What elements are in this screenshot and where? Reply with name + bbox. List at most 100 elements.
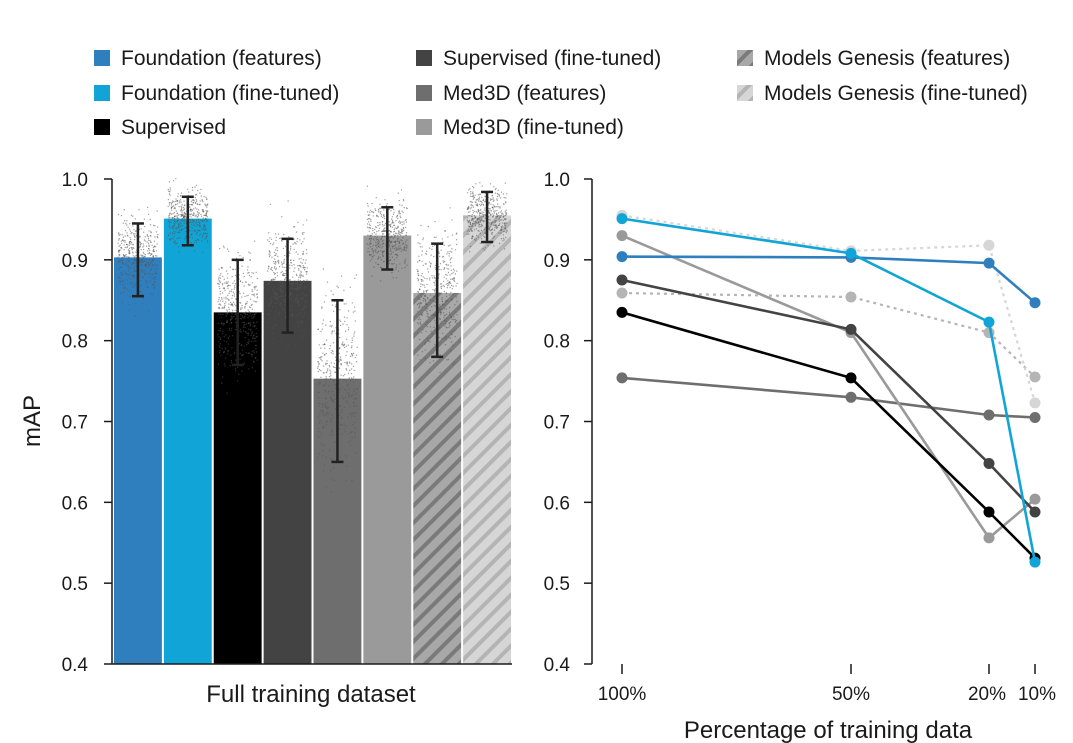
point-med3d-features xyxy=(616,372,628,384)
point-models-genesis-fine-tuned xyxy=(983,239,995,251)
error-bar-supervised xyxy=(231,258,244,367)
scatter-foundation-fine-tuned xyxy=(167,178,209,254)
point-supervised xyxy=(845,372,857,384)
line-x-axis-title: Percentage of training data xyxy=(684,717,973,743)
scatter-models-genesis-features xyxy=(416,207,458,374)
line-y-tick-label: 0.9 xyxy=(544,251,570,272)
legend-label-med3d-features: Med3D (features) xyxy=(443,82,606,105)
error-bar-models-genesis-features xyxy=(431,242,444,359)
line-y-tick-label: 0.4 xyxy=(544,655,571,676)
error-bar-med3d-features xyxy=(331,299,344,464)
series-models-genesis-fine-tuned xyxy=(616,209,1041,409)
series-med3d-features xyxy=(616,372,1041,423)
legend-label-foundation-fine-tuned: Foundation (fine-tuned) xyxy=(121,82,339,105)
legend-label-supervised: Supervised xyxy=(121,116,226,139)
point-foundation-features xyxy=(1029,297,1041,309)
error-bar-foundation-fine-tuned xyxy=(181,195,194,247)
bar-supervised xyxy=(213,312,262,664)
bar-y-tick-label: 0.7 xyxy=(62,413,88,434)
legend-swatch-med3d-features xyxy=(416,85,432,101)
point-med3d-fine-tuned xyxy=(616,230,628,242)
error-bar-med3d-fine-tuned xyxy=(381,206,394,271)
point-supervised xyxy=(983,506,995,518)
line-y-tick-label: 0.6 xyxy=(544,493,570,514)
bar-y-tick-label: 0.6 xyxy=(62,493,88,514)
line-med3d-fine-tuned xyxy=(621,234,1036,540)
point-supervised xyxy=(616,306,628,318)
bar-y-tick-label: 0.9 xyxy=(62,251,88,272)
line-y-tick-label: 0.5 xyxy=(544,574,570,595)
line-models-genesis-features xyxy=(621,291,1036,378)
bar-models-genesis-fine-tuned xyxy=(463,215,511,664)
legend-swatch-models-genesis-fine-tuned xyxy=(737,85,753,101)
legend-swatch-med3d-fine-tuned xyxy=(416,119,432,135)
point-models-genesis-fine-tuned xyxy=(1029,397,1041,409)
point-models-genesis-features xyxy=(1029,371,1041,383)
point-foundation-fine-tuned xyxy=(983,316,995,328)
line-x-tick-label: 50% xyxy=(832,684,870,705)
series-models-genesis-features xyxy=(616,287,1041,383)
legend-label-supervised-fine-tuned: Supervised (fine-tuned) xyxy=(443,47,661,70)
legend-swatch-foundation-features xyxy=(94,50,110,66)
legend-label-foundation-features: Foundation (features) xyxy=(121,47,322,70)
line-x-tick-label: 10% xyxy=(1018,684,1056,705)
bar-y-tick-label: 0.5 xyxy=(62,574,88,595)
line-y-tick-label: 0.7 xyxy=(544,413,570,434)
series-med3d-fine-tuned xyxy=(616,230,1041,544)
point-med3d-features xyxy=(1029,412,1041,423)
series-foundation-fine-tuned xyxy=(616,213,1041,568)
line-med3d-features xyxy=(621,376,1036,419)
series-supervised-fine-tuned xyxy=(616,274,1041,518)
scatter-med3d-features xyxy=(316,268,358,493)
line-supervised-fine-tuned xyxy=(621,278,1036,513)
error-bar-models-genesis-fine-tuned xyxy=(481,190,494,244)
bar-y-tick-label: 0.8 xyxy=(62,332,88,353)
bar-y-axis-title: mAP xyxy=(19,395,46,447)
bar-y-tick-label: 0.4 xyxy=(62,655,89,676)
bar-x-axis-title: Full training dataset xyxy=(206,681,416,708)
point-models-genesis-features xyxy=(845,291,857,303)
point-foundation-features xyxy=(616,251,628,263)
point-med3d-features xyxy=(983,409,995,421)
line-y-tick-label: 1.0 xyxy=(544,170,570,191)
point-supervised-fine-tuned xyxy=(983,458,995,469)
point-supervised-fine-tuned xyxy=(1029,506,1041,518)
point-foundation-fine-tuned xyxy=(616,213,628,225)
legend: Foundation (features) Foundation (fine-t… xyxy=(94,47,1028,139)
bar-chart: 0.4 0.5 0.6 0.7 0.8 0.9 1.0 mAP Full training … xyxy=(19,170,512,708)
legend-swatch-supervised-fine-tuned xyxy=(416,50,432,66)
scatter-supervised xyxy=(217,240,259,394)
line-chart: 0.4 0.5 0.6 0.7 0.8 0.9 1.0 100% 50% 20% 10% Perc… xyxy=(544,170,1057,743)
line-foundation-fine-tuned xyxy=(621,217,1037,563)
point-foundation-fine-tuned xyxy=(845,247,857,259)
legend-label-models-genesis-features: Models Genesis (features) xyxy=(764,47,1010,70)
line-supervised xyxy=(621,311,1036,560)
bar-med3d-fine-tuned xyxy=(363,235,412,665)
legend-label-med3d-fine-tuned: Med3D (fine-tuned) xyxy=(443,116,624,139)
point-foundation-features xyxy=(983,257,995,269)
line-x-tick-label: 20% xyxy=(968,684,1006,705)
error-bar-supervised-fine-tuned xyxy=(281,237,294,334)
bar-supervised-fine-tuned xyxy=(263,280,312,664)
series-supervised xyxy=(616,306,1041,564)
bar-y-tick-label: 1.0 xyxy=(62,170,88,191)
bar-foundation-fine-tuned xyxy=(163,218,212,664)
error-bar-foundation-features xyxy=(131,222,144,298)
legend-label-models-genesis-fine-tuned: Models Genesis (fine-tuned) xyxy=(764,82,1028,105)
point-med3d-fine-tuned xyxy=(983,532,995,544)
point-supervised-fine-tuned xyxy=(616,274,628,286)
point-supervised-fine-tuned xyxy=(845,323,857,335)
point-med3d-fine-tuned xyxy=(1029,493,1041,505)
line-x-tick-label: 100% xyxy=(598,684,647,705)
line-foundation-features xyxy=(621,255,1036,304)
legend-swatch-supervised xyxy=(94,119,110,135)
line-models-genesis-fine-tuned xyxy=(621,214,1037,404)
legend-swatch-models-genesis-features xyxy=(737,50,753,66)
point-models-genesis-features xyxy=(616,287,628,299)
point-foundation-fine-tuned xyxy=(1029,556,1041,568)
point-med3d-features xyxy=(845,391,857,403)
bar-foundation-features xyxy=(114,257,162,664)
line-y-tick-label: 0.8 xyxy=(544,332,570,353)
legend-swatch-foundation-fine-tuned xyxy=(94,85,110,101)
